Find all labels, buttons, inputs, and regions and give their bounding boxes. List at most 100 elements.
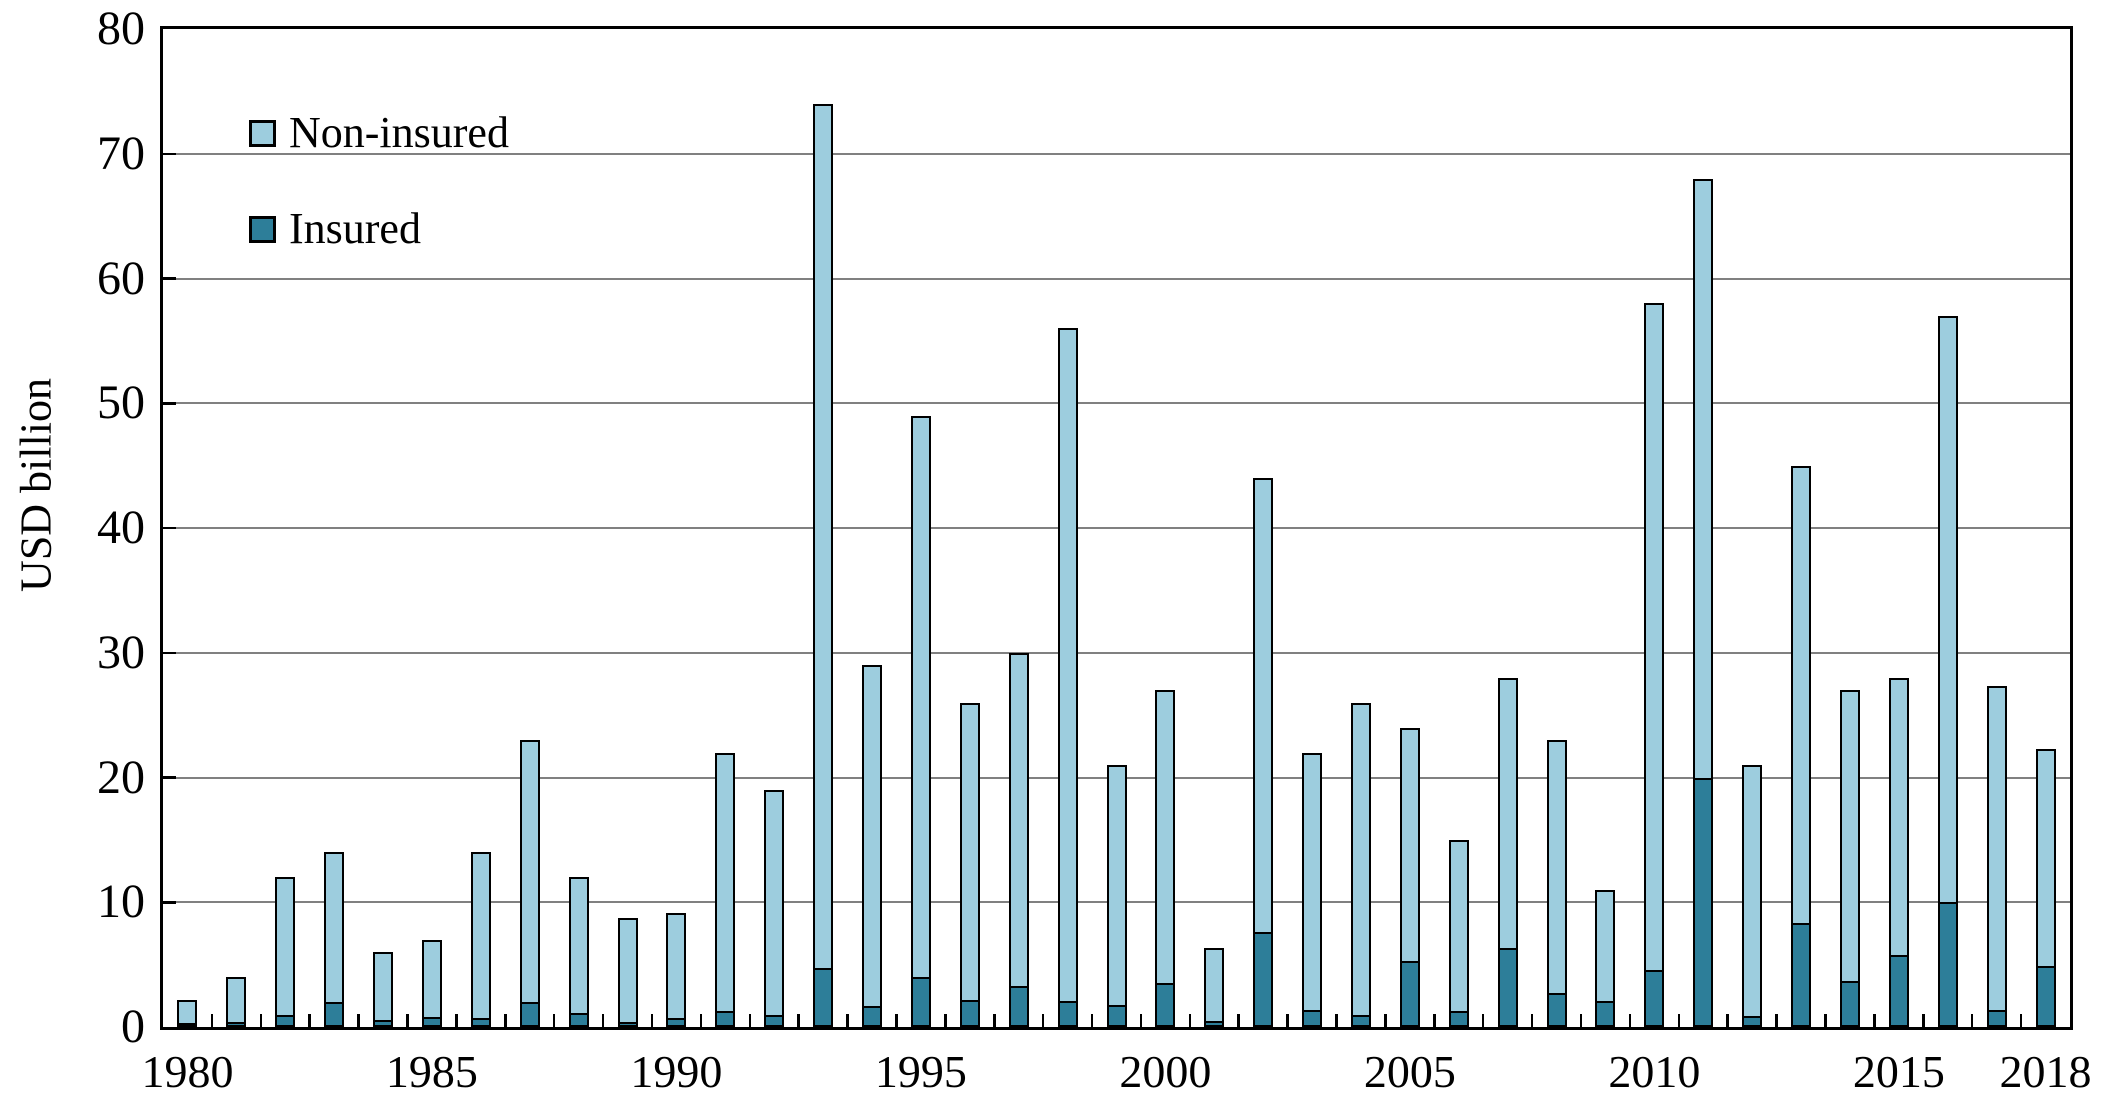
- bar-2011: [1693, 178, 1714, 1027]
- bar-2013-non-insured: [1791, 465, 1812, 924]
- bar-1984: [373, 952, 394, 1027]
- x-tick: [1579, 1014, 1583, 1027]
- y-tick-label-60: 60: [97, 251, 145, 305]
- bar-1998-insured: [1057, 1000, 1078, 1027]
- bar-2003-non-insured: [1302, 752, 1323, 1010]
- x-tick: [993, 1014, 996, 1027]
- x-tick: [601, 1014, 605, 1027]
- bar-1990: [666, 913, 687, 1027]
- bar-1987-non-insured: [519, 740, 540, 1003]
- y-tick: [163, 901, 176, 904]
- bar-2007-non-insured: [1497, 677, 1518, 949]
- x-tick: [846, 1014, 849, 1027]
- bar-1999-insured: [1106, 1004, 1127, 1027]
- gridline-60: [163, 277, 2070, 280]
- bar-2013: [1791, 465, 1812, 1027]
- bar-1984-non-insured: [373, 952, 394, 1020]
- bar-2005-insured: [1399, 960, 1420, 1027]
- bar-1981-insured: [226, 1022, 247, 1027]
- bar-1996-insured: [959, 999, 980, 1027]
- bar-1986-non-insured: [470, 852, 491, 1019]
- x-tick: [1481, 1014, 1485, 1027]
- x-tick: [650, 1014, 654, 1027]
- bar-2004: [1350, 702, 1371, 1027]
- x-tick-label-1990: 1990: [630, 1046, 723, 1097]
- bar-1981-non-insured: [226, 977, 247, 1023]
- x-tick-label-2015: 2015: [1852, 1046, 1945, 1097]
- gridline-70: [163, 152, 2070, 155]
- bar-2006: [1448, 839, 1469, 1027]
- y-tick-label-50: 50: [97, 376, 145, 430]
- bar-1983: [324, 852, 345, 1027]
- bar-2004-non-insured: [1350, 702, 1371, 1015]
- bar-2007-insured: [1497, 948, 1518, 1027]
- y-tick-label-30: 30: [97, 625, 145, 679]
- x-tick-label-1980: 1980: [141, 1046, 234, 1097]
- bar-2002-insured: [1253, 932, 1274, 1027]
- bar-1992: [764, 789, 785, 1027]
- x-tick: [1188, 1014, 1192, 1027]
- bar-2001: [1204, 948, 1225, 1027]
- y-tick-label-80: 80: [97, 2, 145, 55]
- x-tick-label-2018: 2018: [1999, 1046, 2092, 1097]
- bar-1997-insured: [1008, 985, 1029, 1027]
- bar-1996-non-insured: [959, 702, 980, 1000]
- bar-1982: [275, 877, 296, 1027]
- bar-1995-non-insured: [910, 415, 931, 978]
- x-tick: [210, 1014, 214, 1027]
- bar-1997: [1008, 652, 1029, 1027]
- x-tick: [1628, 1014, 1632, 1027]
- x-tick-label-2010: 2010: [1608, 1046, 1701, 1097]
- gridline-30: [163, 651, 2070, 654]
- y-tick-label-10: 10: [97, 875, 145, 929]
- bar-2008-non-insured: [1546, 740, 1567, 994]
- bar-2001-insured: [1204, 1020, 1225, 1027]
- bar-2008: [1546, 740, 1567, 1027]
- bar-1993: [813, 103, 834, 1027]
- bar-2011-non-insured: [1693, 178, 1714, 778]
- x-tick-label-2000: 2000: [1119, 1046, 1212, 1097]
- bar-1982-non-insured: [275, 877, 296, 1015]
- bar-2010-insured: [1644, 969, 1665, 1027]
- bar-1994-non-insured: [862, 665, 882, 1006]
- bar-1980-insured: [177, 1023, 198, 1027]
- bar-2017-insured: [1986, 1009, 2007, 1027]
- bar-2005-non-insured: [1399, 727, 1420, 961]
- bar-1983-insured: [324, 1002, 345, 1027]
- y-tick-label-20: 20: [97, 750, 145, 804]
- plot-area: Non-insured Insured: [160, 26, 2073, 1030]
- bar-2017: [1986, 686, 2007, 1027]
- bar-2002-non-insured: [1253, 478, 1274, 933]
- bar-2010: [1644, 303, 1665, 1027]
- x-tick: [1041, 1014, 1045, 1027]
- bar-1992-insured: [764, 1014, 785, 1027]
- bar-2001-non-insured: [1204, 948, 1225, 1021]
- bar-2006-non-insured: [1448, 839, 1469, 1011]
- x-tick: [1237, 1014, 1240, 1027]
- y-tick: [163, 776, 176, 779]
- bar-2003: [1302, 752, 1323, 1027]
- x-tick: [1433, 1014, 1436, 1027]
- bar-2018-non-insured: [2035, 748, 2056, 966]
- bar-2016-non-insured: [1937, 315, 1958, 903]
- bar-1996: [959, 702, 980, 1027]
- bar-2017-non-insured: [1986, 686, 2007, 1010]
- bar-1991: [715, 752, 736, 1027]
- y-tick-label-70: 70: [97, 126, 145, 180]
- x-tick: [504, 1014, 507, 1027]
- x-tick: [2019, 1014, 2023, 1027]
- gridline-40: [163, 527, 2070, 529]
- legend-item-insured: Insured: [249, 206, 421, 252]
- bar-1985: [421, 939, 442, 1027]
- bar-2000-non-insured: [1155, 690, 1176, 984]
- bar-2015: [1888, 677, 1909, 1027]
- bar-2016: [1937, 315, 1958, 1027]
- x-tick: [895, 1014, 898, 1027]
- bar-2009-insured: [1595, 1000, 1616, 1027]
- bar-1986-insured: [470, 1018, 491, 1027]
- bar-1991-insured: [715, 1010, 736, 1027]
- bar-2012-non-insured: [1742, 765, 1763, 1016]
- bar-1987-insured: [519, 1002, 540, 1027]
- legend-item-non-insured: Non-insured: [249, 110, 509, 156]
